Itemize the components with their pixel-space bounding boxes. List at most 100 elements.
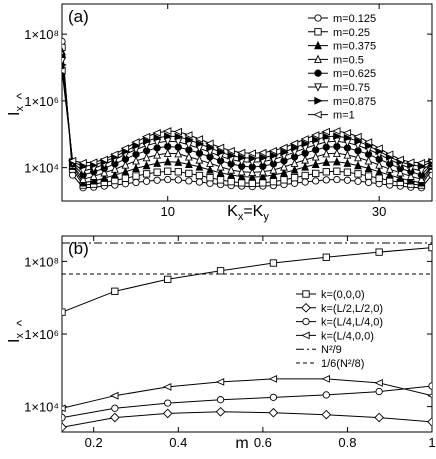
panel-0-data-point [290,143,300,152]
panel-1-data-point [268,374,278,383]
panel-1-data-point [216,267,225,275]
panel-1-data-point [111,287,119,295]
panel-0-data-point [100,168,109,177]
panel-0-data-point [174,168,182,176]
panel-0-data-point [215,143,225,152]
panel-1-y-tick-label: 1×10⁸ [24,254,59,269]
panel-0-data-point [184,131,193,139]
panel-0-legend-label: m=0.5 [333,54,364,66]
panel-1-data-point [164,275,172,283]
panel-0-data-point [206,174,214,182]
panel-1-x-tick-label: 0.2 [85,435,103,450]
panel-0-legend-marker [314,54,322,64]
panel-0-data-point [99,155,108,164]
panel-1-x-tick-label: 0.8 [338,435,356,450]
panel-0-data-point [343,150,352,159]
panel-0-data-point [269,178,278,186]
panel-0-data-point [290,174,299,182]
panel-0-data-point [121,174,130,182]
panel-0-data-point [184,152,193,161]
panel-0-data-point [206,143,215,152]
panel-0-data-point [227,170,236,179]
panel-0-legend-marker [314,69,322,77]
panel-0-legend-item [308,110,328,119]
panel-0-data-point [195,171,204,180]
panel-0-data-point [216,168,225,177]
panel-1-legend-marker [302,317,310,326]
panel-1-legend-item [296,331,316,340]
panel-0-data-point [310,131,320,139]
panel-0-data-point [174,176,182,184]
panel-0-data-point [174,149,183,158]
panel-1-data-point [111,404,119,412]
panel-0-data-point [164,132,173,141]
panel-0-legend-label: m=0.375 [333,41,376,53]
panel-0-data-point [195,155,204,164]
panel-1-legend-item [296,317,316,326]
panel-0-data-point [237,167,246,176]
panel-0-data-point [395,155,404,164]
panel-0-data-point [248,179,256,187]
panel-0-data-point [258,148,267,157]
panel-0-data-point [406,171,415,180]
panel-0-data-point [312,177,320,185]
panel-0-data-point [194,135,204,143]
panel-0-series-7 [62,66,432,167]
panel-1-data-point [321,374,330,383]
panel-0-data-point [164,167,172,175]
panel-0-data-point [132,172,140,180]
panel-0-data-point [311,152,320,161]
panel-0-data-point [216,162,225,171]
panel-0-data-point [132,156,140,165]
panel-1-data-point [215,406,226,417]
panel-1-y-axis-title: Ix [6,333,26,343]
panel-0-data-point [216,148,226,157]
panel-0-data-point [290,165,299,174]
panel-0-plot-area [62,37,432,192]
panel-1-series-0 [62,243,432,316]
panel-0-data-point [62,37,66,46]
panel-0-data-point [375,167,384,176]
panel-0-data-point [406,158,415,167]
panel-0-data-point [311,159,320,169]
panel-0-legend-marker [314,14,322,22]
panel-1-data-point [62,404,66,413]
panel-1-data-point [215,377,225,386]
panel-1-data-point [374,412,384,423]
panel-0-data-point [322,176,330,184]
panel-0-data-point [132,163,140,173]
panel-0-y-axis-title: Ix [6,106,26,116]
panel-0-data-point [248,167,257,177]
panel-0-data-point [153,158,162,167]
panel-0-legend-item [308,83,328,92]
panel-1-series-3 [62,374,432,413]
panel-0-data-point [333,175,341,184]
panel-0-data-point [269,151,279,160]
panel-0-data-point [237,171,246,181]
panel-0-data-point [120,144,130,153]
panel-0-y-tick-label: 1×10⁸ [24,27,59,42]
panel-1-x-tick-label: 1 [428,435,435,450]
panel-0-label: (a) [68,7,89,26]
panel-1-legend-item [296,290,316,298]
panel-0-data-point [289,139,299,148]
panel-0-data-point [164,175,172,184]
panel-1-x-axis-title: m [235,435,248,452]
panel-0-legend-marker [314,96,323,105]
panel-0-data-point [79,174,88,183]
panel-0-data-point [238,153,247,162]
panel-0-data-point [78,158,87,167]
panel-0-data-point [121,167,130,176]
panel-0-data-point [142,137,152,146]
panel-0-legend-item [308,14,328,22]
panel-0-data-point [300,135,309,143]
panel-1-data-point [322,253,330,261]
panel-0-data-point [290,158,299,167]
panel-0-y-axis-hat: ^ [14,92,29,99]
panel-0-y-tick-label: 1×10⁶ [24,94,59,109]
panel-1-data-point [269,393,278,402]
panel-0-data-point [301,178,309,186]
panel-0-x-axis-title: Kx=Ky [227,203,269,223]
panel-0-data-point [353,132,362,141]
panel-1-data-point [162,408,173,419]
